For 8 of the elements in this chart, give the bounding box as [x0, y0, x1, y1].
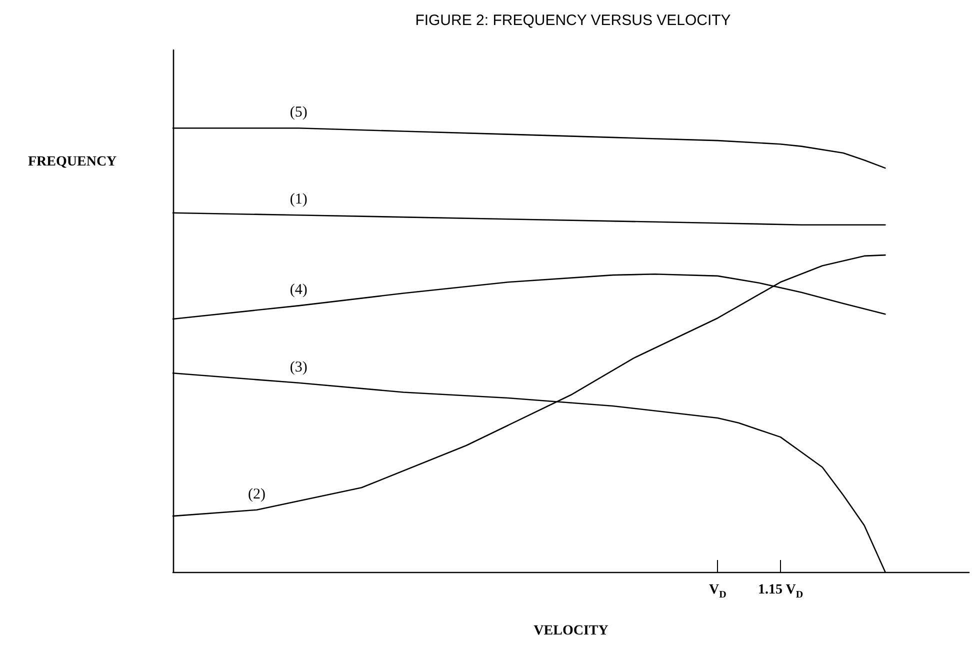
series-label: (5) — [290, 104, 308, 121]
x-axis-title: VELOCITY — [534, 624, 608, 638]
series-label: (1) — [290, 192, 308, 208]
series-label: (2) — [248, 486, 266, 502]
chart-title: FIGURE 2: FREQUENCY VERSUS VELOCITY — [415, 12, 731, 29]
y-axis-title: FREQUENCY — [28, 154, 117, 170]
series-label: (4) — [290, 282, 308, 298]
series-label: (3) — [290, 359, 308, 376]
